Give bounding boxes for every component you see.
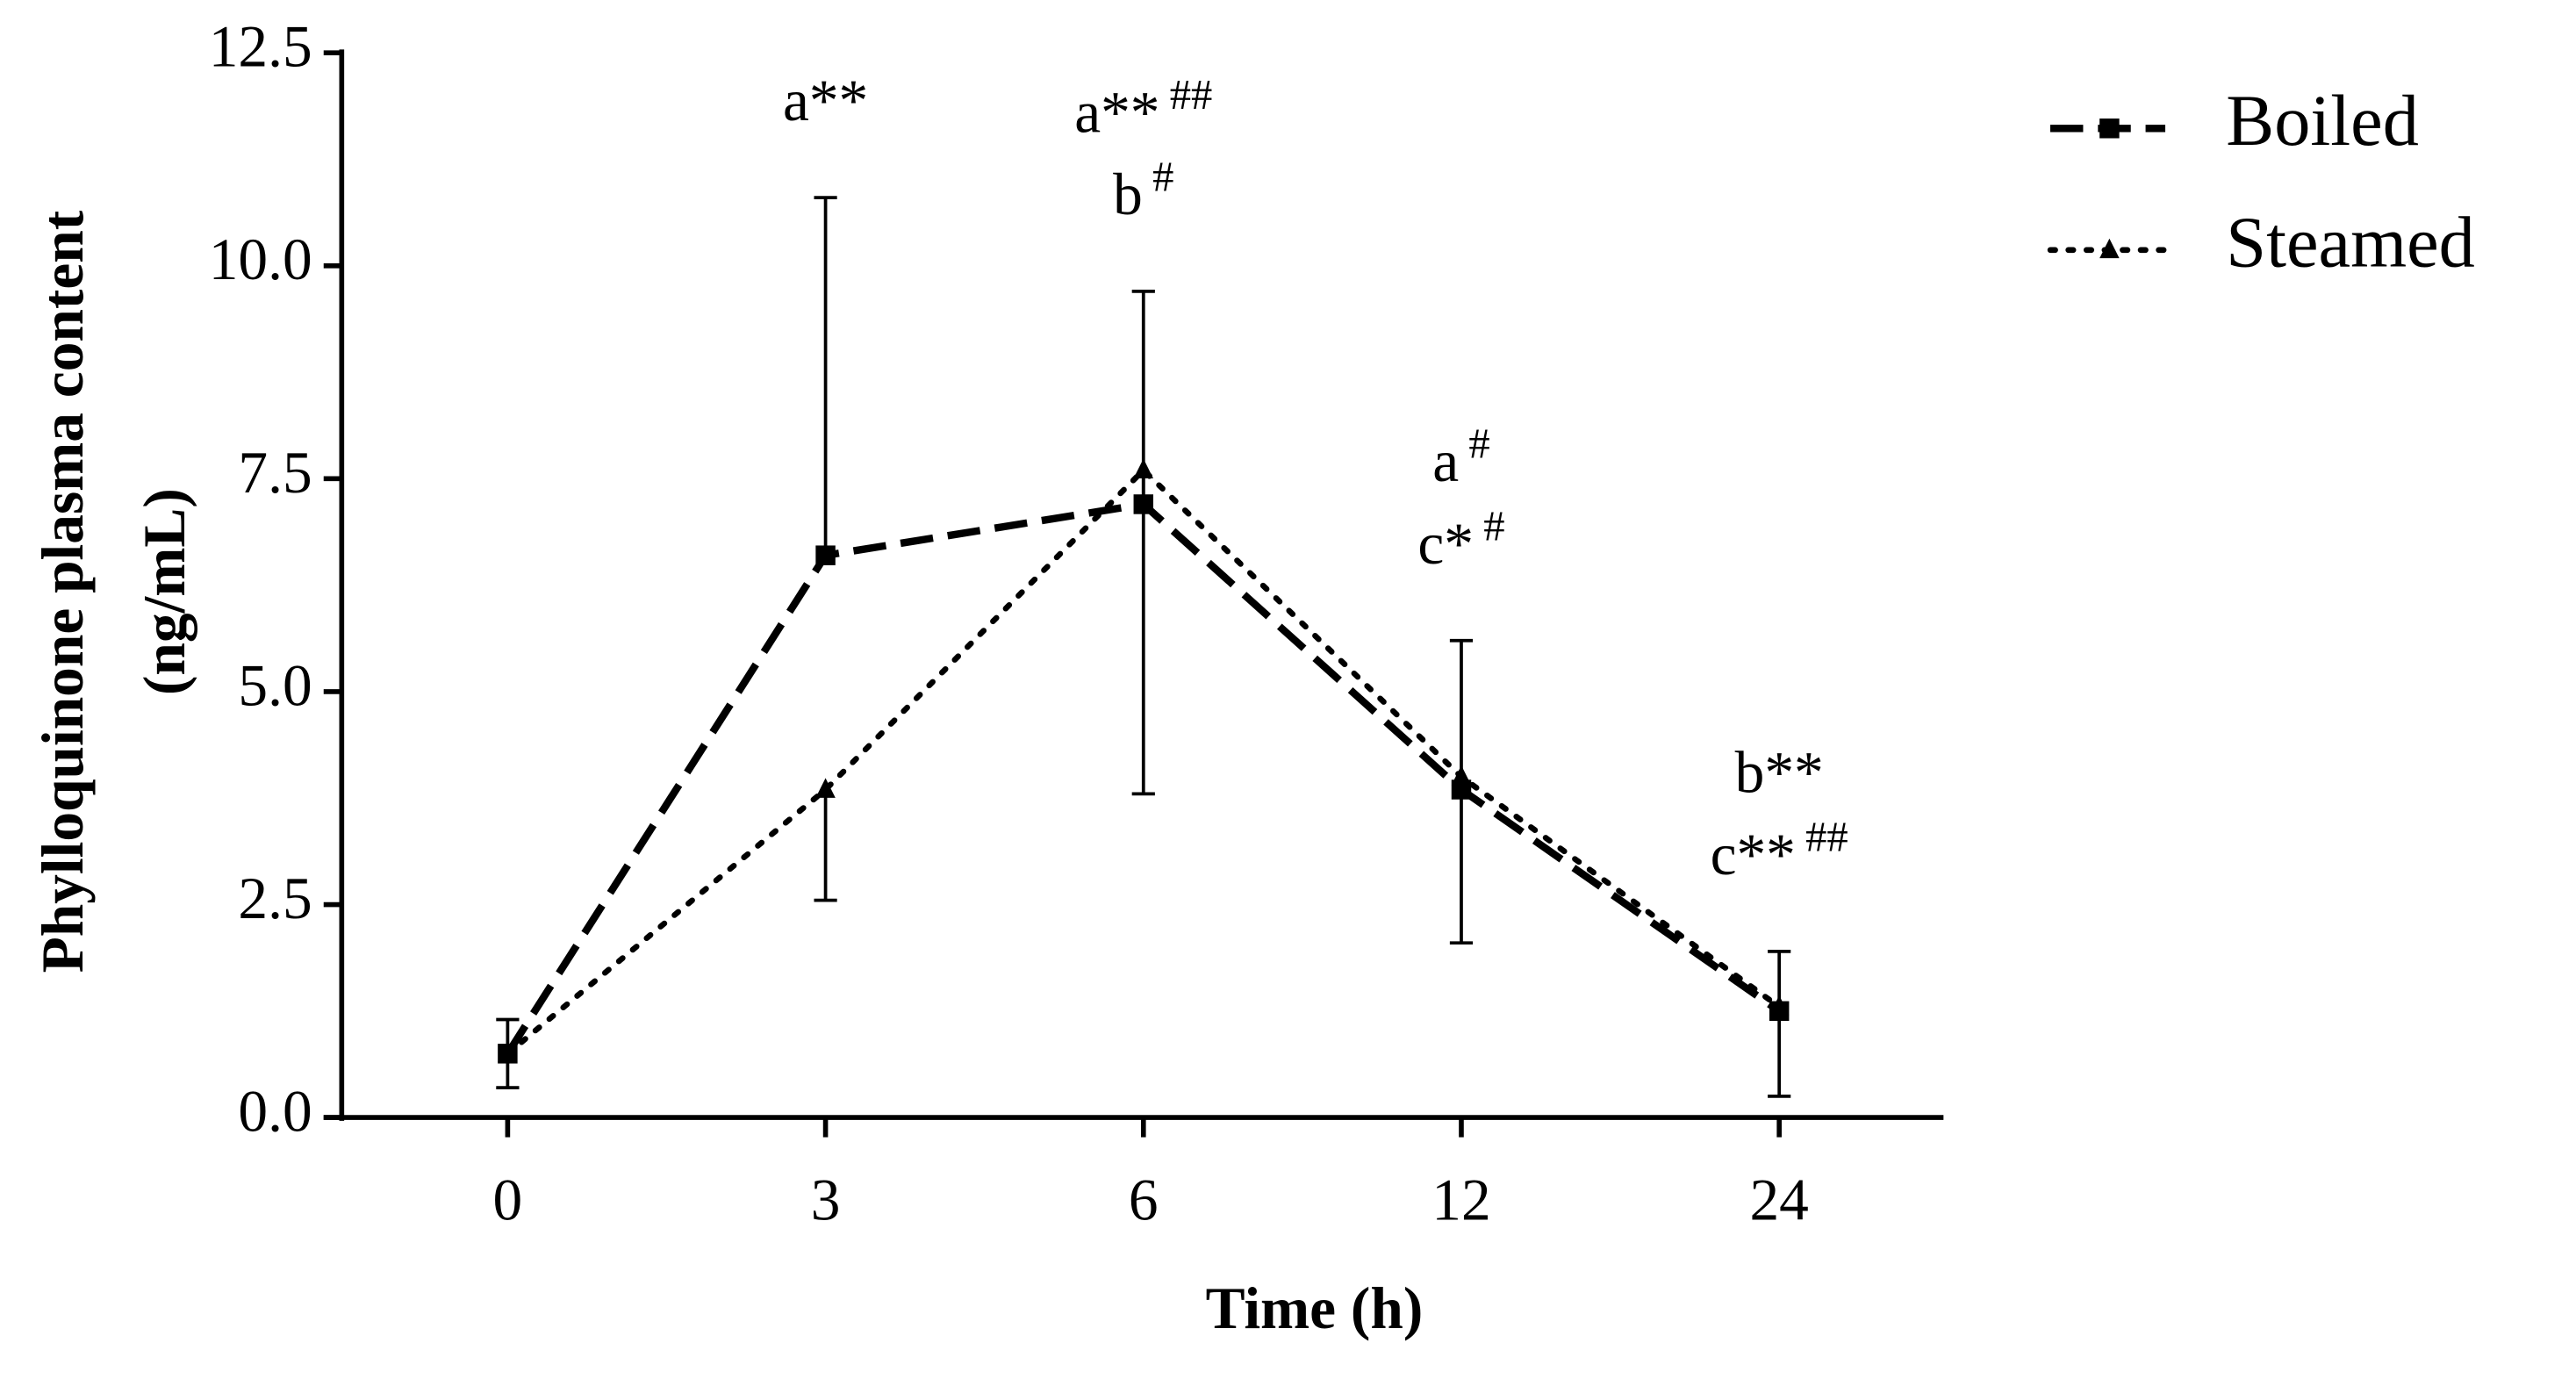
annotation-superscript: #	[1483, 502, 1504, 549]
annotation-superscript: ##	[1805, 814, 1848, 861]
annotation: c* #	[1417, 502, 1504, 577]
annotation-superscript: #	[1152, 154, 1173, 201]
y-tick-label: 12.5	[209, 14, 312, 80]
error-bar	[1449, 776, 1474, 945]
series	[496, 458, 1791, 1098]
annotation-text: b	[1113, 162, 1143, 227]
annotation-text: a**	[783, 68, 868, 134]
annotation-text: c**	[1711, 822, 1796, 887]
x-tick-label: 12	[1432, 1167, 1490, 1233]
annotation-text: a**	[1074, 80, 1159, 146]
annotation-text: a	[1432, 429, 1459, 495]
marker	[815, 545, 836, 565]
annotation: a**	[783, 68, 868, 134]
annotation-text: b**	[1735, 740, 1824, 806]
x-axis-title: Time (h)	[1206, 1275, 1424, 1341]
marker	[815, 778, 836, 798]
marker	[1769, 995, 1790, 1016]
marker	[498, 1042, 518, 1062]
x-tick-label: 6	[1129, 1167, 1159, 1233]
error-bar	[1449, 638, 1474, 790]
marker	[2099, 119, 2120, 139]
annotation: a #	[1432, 420, 1489, 495]
marker	[1133, 458, 1154, 479]
annotation-superscript: ##	[1170, 71, 1213, 119]
marker	[2099, 238, 2120, 259]
annotation: a** ##	[1074, 71, 1212, 146]
x-tick-label: 3	[811, 1167, 841, 1233]
y-axis-title-line: Phylloquinone plasma content	[30, 210, 96, 973]
y-axis-title-line: (ng/mL)	[132, 488, 197, 695]
series-line	[505, 466, 1783, 1057]
x-tick-label: 0	[493, 1167, 523, 1233]
annotation: b**	[1735, 740, 1824, 806]
annotation-text: c*	[1417, 511, 1474, 577]
legend-label: Boiled	[2226, 81, 2419, 161]
annotation: c** ##	[1711, 814, 1848, 888]
y-axis-title: Phylloquinone plasma content (ng/mL)	[30, 210, 197, 973]
marker	[1451, 765, 1472, 786]
annotation: b #	[1113, 154, 1173, 228]
y-tick-label: 10.0	[209, 226, 312, 292]
error-bar	[814, 196, 837, 556]
error-bar	[1768, 1006, 1791, 1098]
y-tick-label: 7.5	[238, 440, 312, 506]
y-tick-label: 2.5	[238, 865, 312, 931]
error-bar	[1131, 470, 1155, 796]
error-bar	[814, 789, 837, 902]
x-tick-label: 24	[1749, 1167, 1808, 1233]
y-tick-label: 5.0	[238, 652, 312, 718]
legend-label: Steamed	[2226, 203, 2475, 283]
y-tick-label: 0.0	[238, 1079, 312, 1145]
annotation-superscript: #	[1468, 420, 1489, 468]
